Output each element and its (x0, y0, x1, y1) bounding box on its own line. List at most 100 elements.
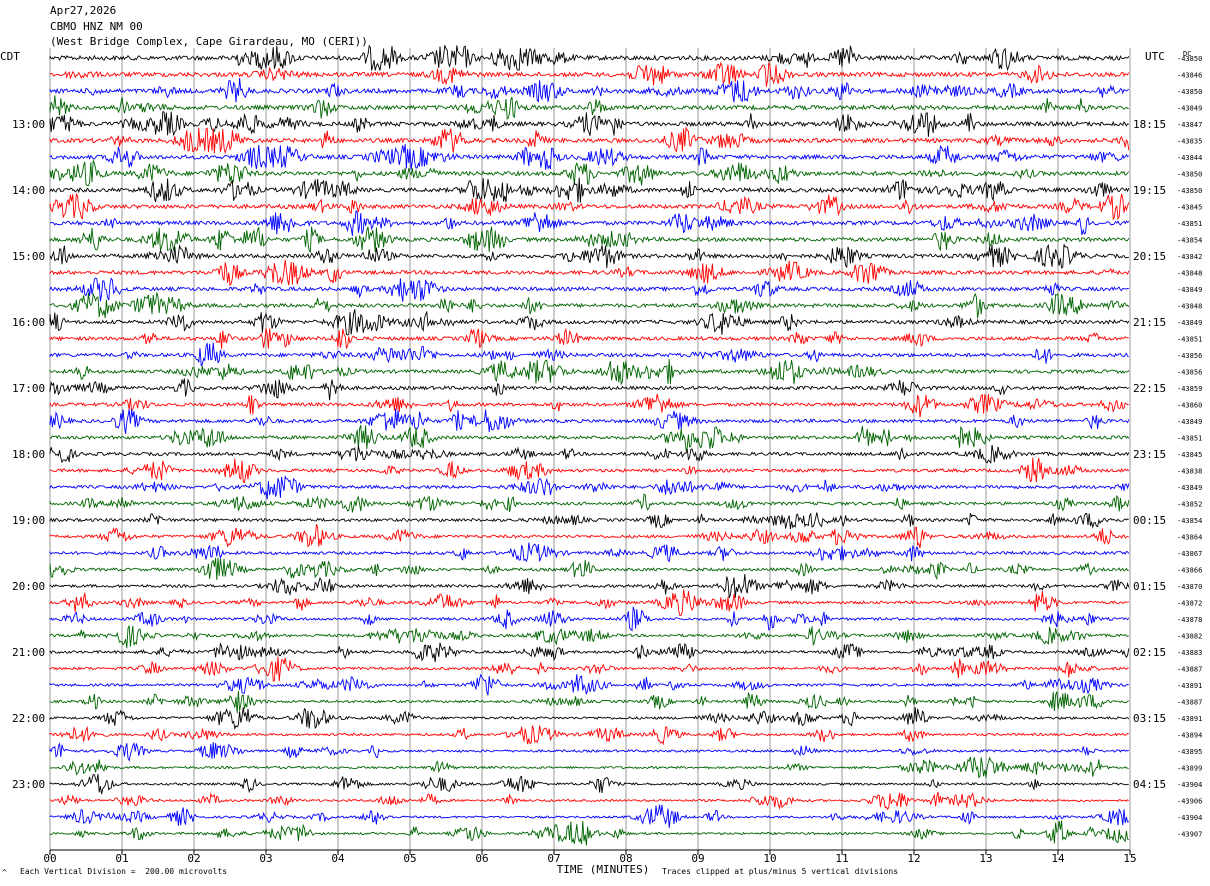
dc-offset-value: -43891 (1177, 715, 1202, 723)
dc-offset-value: -43872 (1177, 600, 1202, 608)
right-hour-label: 19:15 (1133, 184, 1166, 197)
trace-26 (49, 475, 1130, 500)
trace-19 (49, 359, 1130, 386)
trace-43 (49, 756, 1129, 779)
dc-offset-value: -43851 (1177, 220, 1202, 228)
trace-21 (49, 393, 1129, 418)
x-tick-label: 01 (115, 852, 128, 865)
dc-offset-value: -43895 (1177, 748, 1202, 756)
x-axis-label: TIME (MINUTES) (557, 863, 650, 876)
trace-16 (49, 309, 1130, 336)
right-hour-label: 02:15 (1133, 646, 1166, 659)
trace-23 (49, 424, 1130, 451)
trace-28 (49, 512, 1129, 529)
dc-offset-value: -43904 (1177, 781, 1202, 789)
x-tick-label: 04 (331, 852, 345, 865)
trace-27 (49, 493, 1130, 513)
trace-33 (49, 589, 1129, 617)
x-tick-label: 00 (43, 852, 56, 865)
station-location: (West Bridge Complex, Cape Girardeau, MO… (50, 35, 368, 48)
chart-labels: 00 01 02 03 04 05 06 07 08 09 10 11 12 13 14 15 TIME (MI… (0, 50, 1202, 876)
dc-offset-value: -43849 (1177, 484, 1202, 492)
dc-offset-value: -43856 (1177, 352, 1202, 360)
trace-15 (49, 292, 1130, 319)
x-tick-label: 03 (259, 852, 272, 865)
right-timezone-label: UTC (1145, 50, 1165, 63)
dc-offset-value: -43883 (1177, 649, 1202, 657)
dc-offset-value: -43845 (1177, 204, 1202, 212)
left-hour-label: 23:00 (12, 778, 45, 791)
trace-42 (49, 741, 1130, 762)
chart-grid (49, 48, 1131, 850)
x-tick-label: 13 (979, 852, 992, 865)
dc-offset-value: -43850 (1177, 55, 1202, 63)
left-hour-label: 20:00 (12, 580, 45, 593)
trace-5 (49, 126, 1130, 155)
dc-offset-value: -43854 (1177, 237, 1202, 245)
dc-offset-value: -43887 (1177, 666, 1202, 674)
trace-29 (49, 523, 1130, 549)
dc-offset-value: -43850 (1177, 88, 1202, 96)
trace-36 (49, 642, 1130, 663)
left-hour-label: 15:00 (12, 250, 45, 263)
left-hour-label: 17:00 (12, 382, 45, 395)
corner-mark: ^ (2, 868, 7, 877)
dc-offset-value: -43850 (1177, 171, 1202, 179)
trace-22 (49, 408, 1130, 434)
dc-offset-value: -43849 (1177, 286, 1202, 294)
dc-offset-value: -43878 (1177, 616, 1202, 624)
x-tick-label: 12 (907, 852, 920, 865)
dc-offset-value: -43860 (1177, 402, 1202, 410)
dc-offset-value: -43848 (1177, 303, 1202, 311)
dc-offset-value: -43849 (1177, 418, 1202, 426)
trace-10 (49, 210, 1130, 236)
trace-46 (49, 804, 1130, 828)
trace-17 (49, 327, 1129, 350)
trace-3 (49, 95, 1129, 120)
dc-offset-value: -43887 (1177, 699, 1202, 707)
dc-offset-header: DC (1183, 50, 1191, 58)
right-hour-label: 03:15 (1133, 712, 1166, 725)
vertical-scale-note: Each Vertical Division = 200.00 microvol… (20, 867, 228, 876)
dc-offset-value: -43882 (1177, 633, 1202, 641)
dc-offset-value: -43849 (1177, 105, 1202, 113)
trace-12 (49, 244, 1130, 269)
clip-note: Traces clipped at plus/minus 5 vertical … (662, 867, 899, 876)
left-hour-label: 22:00 (12, 712, 45, 725)
left-hour-label: 18:00 (12, 448, 45, 461)
right-hour-label: 20:15 (1133, 250, 1166, 263)
dc-offset-value: -43838 (1177, 468, 1202, 476)
dc-offset-value: -43849 (1177, 319, 1202, 327)
dc-offset-value: -43845 (1177, 451, 1202, 459)
dc-offset-value: -43844 (1177, 154, 1202, 162)
trace-47 (49, 820, 1129, 846)
x-tick-label: 02 (187, 852, 200, 865)
x-tick-label: 14 (1051, 852, 1065, 865)
left-hour-label: 16:00 (12, 316, 45, 329)
trace-35 (49, 625, 1129, 649)
trace-40 (49, 707, 1130, 730)
trace-6 (49, 144, 1130, 170)
trace-39 (49, 690, 1130, 714)
chart-frame (49, 849, 1131, 855)
dc-offset-value: -43848 (1177, 270, 1202, 278)
dc-offset-value: -43907 (1177, 831, 1202, 839)
trace-0 (49, 44, 1130, 72)
x-tick-label: 08 (619, 852, 632, 865)
trace-25 (49, 457, 1130, 484)
x-tick-label: 07 (547, 852, 560, 865)
trace-14 (49, 277, 1129, 302)
dc-offset-value: -43850 (1177, 187, 1202, 195)
right-hour-label: 01:15 (1133, 580, 1166, 593)
trace-20 (49, 378, 1130, 401)
trace-7 (49, 159, 1130, 187)
right-hour-label: 04:15 (1133, 778, 1166, 791)
trace-38 (49, 673, 1130, 696)
left-hour-label: 21:00 (12, 646, 45, 659)
trace-24 (49, 444, 1130, 464)
trace-37 (49, 656, 1129, 682)
x-tick-label: 09 (691, 852, 704, 865)
right-hour-label: 22:15 (1133, 382, 1166, 395)
dc-offset-value: -43859 (1177, 385, 1202, 393)
dc-offset-value: -43842 (1177, 253, 1202, 261)
